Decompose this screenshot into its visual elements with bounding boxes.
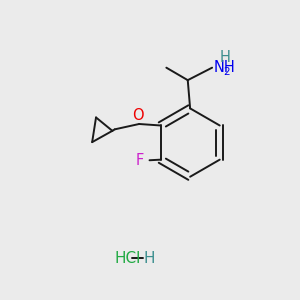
Text: H: H <box>143 251 155 266</box>
Text: 2: 2 <box>224 67 230 76</box>
Text: HCl: HCl <box>114 251 141 266</box>
Text: H: H <box>220 50 230 65</box>
Text: F: F <box>135 153 144 168</box>
Text: O: O <box>132 107 144 122</box>
Text: NH: NH <box>214 60 236 75</box>
